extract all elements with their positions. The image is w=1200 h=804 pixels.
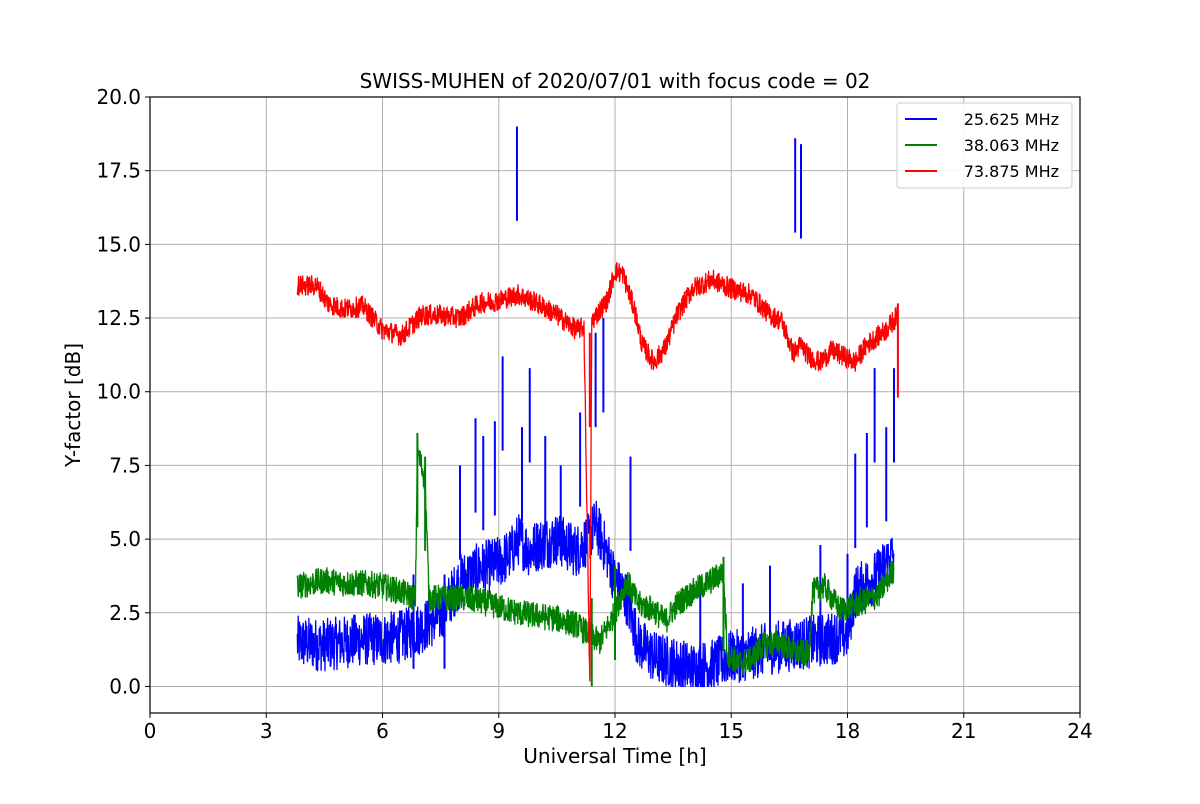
y-tick-label: 0.0 [109,674,141,698]
y-tick-label: 2.5 [109,601,141,625]
x-tick-label: 21 [951,719,976,743]
y-tick-label: 17.5 [96,159,141,183]
y-axis-label: Y-factor [dB] [61,343,85,468]
x-tick-label: 12 [602,719,627,743]
x-tick-label: 6 [376,719,389,743]
y-tick-label: 15.0 [96,232,141,256]
legend: 25.625 MHz 38.063 MHz 73.875 MHz [896,102,1073,189]
legend-box [896,102,1073,189]
series-line-2 [296,262,899,682]
y-tick-label: 12.5 [96,306,141,330]
y-tick-label: 10.0 [96,380,141,404]
series-line-1 [296,439,895,675]
chart-title: SWISS-MUHEN of 2020/07/01 with focus cod… [360,69,871,93]
x-tick-label: 24 [1067,719,1092,743]
legend-label: 25.625 MHz [964,110,1059,129]
x-tick-label: 15 [719,719,744,743]
legend-label: 38.063 MHz [964,136,1059,155]
x-axis-label: Universal Time [h] [523,744,706,768]
axis-ticks: 0 3 6 9 12 15 18 21 24 0.0 2.5 5.0 7.5 10.0 12.5 15.0 17… [96,85,1092,743]
y-tick-label: 7.5 [109,453,141,477]
x-tick-label: 18 [835,719,860,743]
legend-label: 73.875 MHz [964,162,1059,181]
y-tick-label: 20.0 [96,85,141,109]
series-layer [296,126,899,688]
x-tick-label: 0 [144,719,157,743]
x-tick-label: 3 [260,719,273,743]
y-tick-label: 5.0 [109,527,141,551]
series-line-0 [296,500,895,688]
x-tick-label: 9 [492,719,505,743]
